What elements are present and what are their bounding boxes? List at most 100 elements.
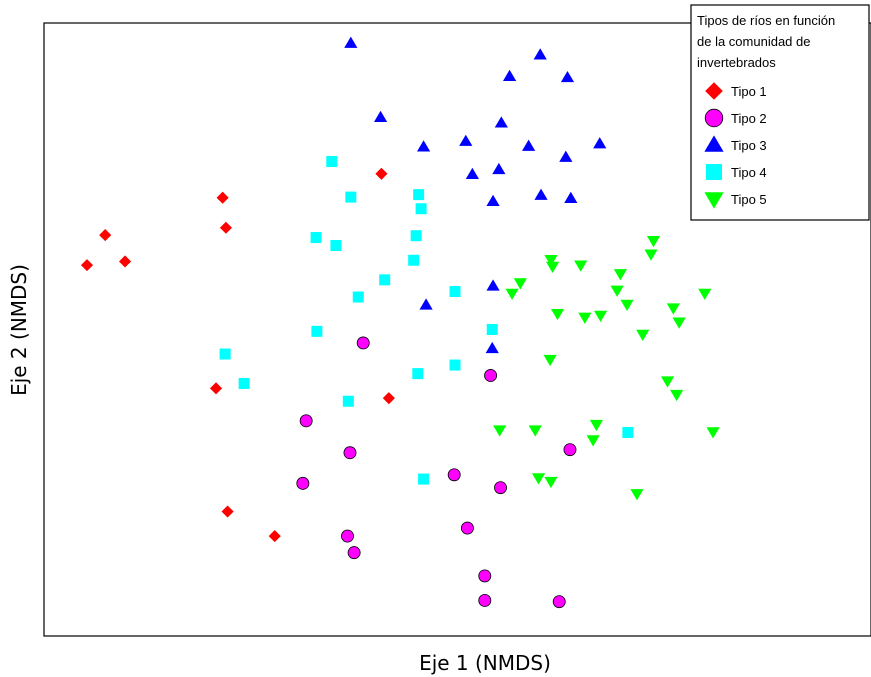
- point-tipo-5-1: [644, 249, 658, 261]
- point-tipo-5-21: [528, 425, 542, 437]
- point-tipo-4-18: [622, 426, 634, 438]
- point-tipo-5-16: [636, 329, 650, 342]
- point-tipo-2-2: [299, 414, 313, 428]
- point-tipo-3-5: [494, 116, 508, 128]
- point-tipo-2-6: [494, 481, 507, 495]
- legend-title-line-1: Tipos de ríos en función: [697, 13, 835, 28]
- point-tipo-1-1: [99, 229, 112, 242]
- point-tipo-1-5: [375, 167, 388, 180]
- legend-marker-tipo-4: [706, 164, 722, 180]
- point-tipo-1-8: [221, 505, 234, 518]
- legend-marker-tipo-3: [704, 135, 724, 152]
- legend-label-tipo-4: Tipo 4: [731, 165, 767, 180]
- point-tipo-1-7: [382, 392, 395, 405]
- point-tipo-5-13: [578, 312, 592, 324]
- legend-entries: Tipo 1 Tipo 2 Tipo 3 Tipo 4 Tipo 5: [704, 82, 767, 209]
- point-tipo-4-0: [326, 156, 338, 168]
- legend-marker-tipo-2: [704, 108, 724, 128]
- point-tipo-2-8: [460, 521, 474, 535]
- point-tipo-4-2: [413, 189, 425, 201]
- point-tipo-3-11: [465, 167, 479, 180]
- point-tipo-2-10: [347, 546, 361, 560]
- point-tipo-4-14: [238, 377, 250, 389]
- point-tipo-4-9: [352, 291, 364, 303]
- point-tipo-5-15: [672, 317, 686, 329]
- point-tipo-3-8: [459, 134, 473, 146]
- point-tipo-4-16: [449, 359, 461, 371]
- legend-title-line-2: de la comunidad de: [697, 34, 810, 49]
- point-tipo-3-9: [522, 139, 536, 151]
- point-tipo-3-4: [373, 110, 388, 123]
- point-tipo-2-13: [552, 595, 566, 609]
- point-tipo-2-4: [296, 476, 310, 490]
- point-tipo-3-17: [486, 279, 500, 291]
- point-tipo-4-6: [410, 230, 422, 242]
- point-tipo-5-3: [546, 261, 560, 273]
- point-tipo-4-17: [342, 395, 354, 407]
- point-tipo-3-7: [416, 140, 431, 152]
- point-tipo-5-5: [613, 269, 628, 281]
- point-tipo-3-13: [534, 188, 548, 200]
- point-tipo-5-9: [698, 288, 712, 300]
- point-tipo-5-10: [550, 308, 565, 321]
- point-tipo-5-25: [531, 473, 546, 485]
- point-tipo-3-12: [492, 162, 506, 175]
- point-tipo-4-5: [330, 240, 342, 252]
- point-tipo-5-4: [574, 260, 588, 272]
- point-tipo-2-5: [447, 468, 461, 482]
- point-tipo-2-12: [478, 593, 492, 607]
- point-tipo-5-17: [543, 354, 557, 367]
- point-tipo-1-6: [209, 382, 223, 395]
- point-tipo-5-8: [610, 285, 624, 297]
- point-tipo-5-22: [589, 419, 604, 432]
- point-tipo-4-13: [219, 348, 231, 360]
- point-tipo-4-10: [449, 285, 461, 297]
- x-axis-label: Eje 1 (NMDS): [419, 651, 551, 675]
- point-tipo-2-0: [356, 336, 370, 350]
- legend-label-tipo-2: Tipo 2: [731, 111, 767, 126]
- point-tipo-3-18: [485, 341, 499, 354]
- legend-marker-tipo-1: [705, 82, 723, 100]
- point-tipo-5-18: [660, 376, 675, 388]
- point-tipo-5-14: [593, 310, 608, 323]
- point-tipo-1-0: [80, 259, 94, 272]
- point-tipo-4-7: [408, 254, 420, 266]
- point-tipo-2-7: [563, 443, 577, 457]
- point-tipo-1-4: [219, 221, 232, 234]
- point-tipo-5-2: [544, 254, 558, 267]
- point-tipo-3-6: [593, 137, 607, 149]
- plot-frame: [43, 22, 871, 637]
- legend-label-tipo-1: Tipo 1: [731, 84, 767, 99]
- point-tipo-4-3: [415, 203, 427, 215]
- point-tipo-3-15: [486, 194, 500, 207]
- point-tipo-4-19: [418, 473, 430, 485]
- legend-marker-tipo-5: [704, 192, 724, 209]
- point-tipo-4-15: [412, 368, 424, 380]
- data-points: [80, 36, 720, 609]
- point-tipo-3-1: [503, 69, 517, 81]
- point-tipo-2-1: [484, 369, 498, 382]
- legend-label-tipo-5: Tipo 5: [731, 192, 767, 207]
- point-tipo-5-23: [586, 435, 600, 447]
- point-tipo-1-3: [216, 191, 229, 204]
- point-tipo-5-26: [544, 476, 558, 489]
- point-tipo-3-14: [564, 191, 578, 203]
- point-tipo-5-19: [670, 389, 684, 402]
- legend: Tipos de ríos en función de la comunidad…: [690, 4, 870, 221]
- point-tipo-1-9: [268, 530, 281, 543]
- point-tipo-2-3: [343, 446, 357, 460]
- point-tipo-5-20: [493, 425, 507, 437]
- point-tipo-5-27: [630, 489, 644, 501]
- point-tipo-5-0: [646, 235, 661, 248]
- point-tipo-4-4: [310, 232, 322, 244]
- point-tipo-4-8: [379, 274, 391, 286]
- point-tipo-2-11: [478, 569, 492, 583]
- point-tipo-1-2: [118, 255, 132, 268]
- point-tipo-3-3: [560, 70, 575, 83]
- y-axis-label: Eje 2 (NMDS): [7, 264, 31, 396]
- point-tipo-4-11: [311, 325, 323, 337]
- legend-title-line-3: invertebrados: [697, 55, 776, 70]
- point-tipo-4-1: [345, 191, 357, 203]
- point-tipo-4-12: [486, 324, 498, 335]
